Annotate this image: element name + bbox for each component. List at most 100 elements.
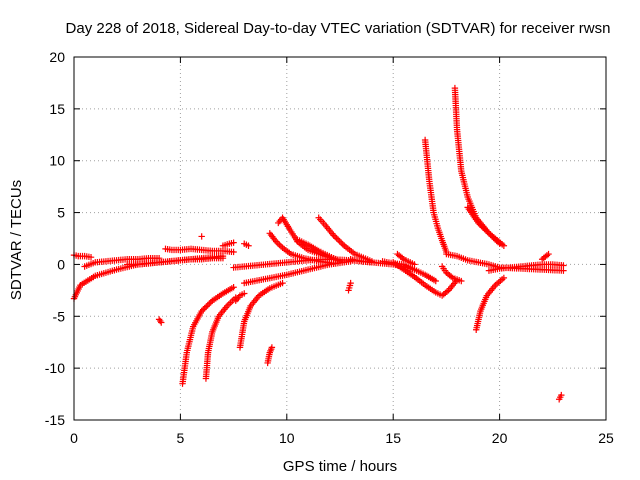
data-point <box>493 237 500 244</box>
data-point <box>230 248 237 256</box>
data-point <box>331 233 339 241</box>
y-tick-label: 15 <box>49 101 65 117</box>
data-point <box>334 236 342 244</box>
x-tick-label: 10 <box>279 430 295 446</box>
data-point <box>491 236 499 243</box>
data-point <box>276 241 283 248</box>
data-point <box>230 239 237 246</box>
data-point <box>496 240 503 247</box>
data-point <box>368 259 376 266</box>
data-point <box>198 307 205 315</box>
data-series-32 <box>538 250 552 263</box>
data-point <box>485 230 493 237</box>
data-series-17 <box>275 214 344 264</box>
data-point <box>245 242 252 249</box>
x-tick-label: 0 <box>70 430 78 446</box>
data-point <box>479 224 487 231</box>
data-point <box>219 255 227 262</box>
data-point <box>494 239 502 246</box>
x-tick-label: 15 <box>385 430 401 446</box>
data-point <box>432 277 439 285</box>
data-point <box>488 233 496 240</box>
data-point <box>484 228 491 236</box>
y-tick-label: -15 <box>45 412 65 428</box>
data-point <box>336 258 344 265</box>
data-point <box>475 219 482 227</box>
data-point <box>268 344 276 351</box>
data-point <box>203 303 210 310</box>
data-series-24 <box>394 250 418 268</box>
data-point <box>478 222 485 230</box>
data-series-11 <box>241 240 252 249</box>
data-point <box>200 306 207 313</box>
data-point <box>500 242 508 249</box>
data-series-30 <box>472 274 508 333</box>
data-series-18 <box>294 236 344 265</box>
y-tick-label: 20 <box>49 49 65 65</box>
data-point <box>487 231 494 238</box>
y-tick-label: 0 <box>57 256 65 272</box>
data-point <box>560 262 567 269</box>
x-tick-label: 25 <box>598 430 614 446</box>
data-series-28 <box>451 84 508 249</box>
data-series-12 <box>236 279 286 351</box>
data-series-4 <box>155 316 165 326</box>
data-point <box>545 250 552 258</box>
data-series-23 <box>390 259 461 299</box>
data-series-26 <box>438 263 465 285</box>
x-tick-label: 5 <box>177 430 185 446</box>
data-point <box>279 279 286 287</box>
data-series-9 <box>219 239 237 249</box>
y-tick-label: -5 <box>53 308 66 324</box>
data-series-6 <box>179 284 237 387</box>
data-point <box>481 225 488 233</box>
data-series-3 <box>124 255 227 268</box>
x-axis-label: GPS time / hours <box>283 458 397 475</box>
data-point <box>198 233 205 240</box>
data-point <box>336 238 343 245</box>
data-series-31 <box>485 261 567 274</box>
data-point <box>411 261 418 268</box>
data-point <box>338 239 345 246</box>
data-series-29 <box>464 204 503 247</box>
data-point <box>207 299 214 306</box>
data-series-8 <box>198 233 205 240</box>
y-tick-label: -10 <box>45 360 65 376</box>
data-point <box>201 304 208 312</box>
data-point <box>87 253 95 261</box>
y-tick-label: 5 <box>57 205 65 221</box>
data-series-1 <box>70 251 95 261</box>
data-point <box>241 290 248 297</box>
grid-lines <box>74 57 606 420</box>
data-point <box>500 274 508 282</box>
data-series-15 <box>264 344 276 367</box>
data-point <box>490 234 497 241</box>
x-tick-label: 20 <box>492 430 508 446</box>
y-axis-label: SDTVAR / TECUs <box>8 180 25 300</box>
data-series-2 <box>81 255 163 270</box>
data-point <box>156 317 164 325</box>
data-point <box>274 239 281 247</box>
data-series-21 <box>345 279 354 294</box>
plot-frame <box>73 56 607 421</box>
data-point <box>347 279 354 287</box>
y-tick-label: 10 <box>49 153 65 169</box>
data-series-25 <box>421 136 450 256</box>
data-series-20 <box>347 256 376 266</box>
data-point <box>476 221 484 228</box>
data-point <box>158 319 165 326</box>
data-point <box>204 301 211 309</box>
data-series-5 <box>162 245 237 256</box>
data-point <box>458 277 465 285</box>
data-point <box>330 232 337 239</box>
data-series-33 <box>555 391 565 403</box>
data-series-10 <box>232 290 248 304</box>
data-point <box>206 300 213 307</box>
chart-title: Day 228 of 2018, Sidereal Day-to-day VTE… <box>66 20 611 37</box>
data-point <box>230 284 237 291</box>
data-points <box>70 84 567 403</box>
data-point <box>333 235 340 242</box>
data-point <box>558 391 565 399</box>
data-point <box>339 241 346 248</box>
